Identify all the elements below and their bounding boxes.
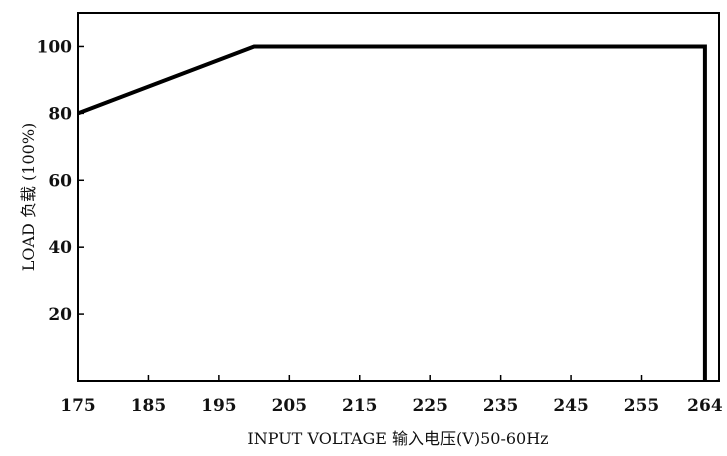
x-tick-label-1: 185 <box>131 396 167 416</box>
y-tick-labels: 20 40 60 80 100 <box>37 37 73 325</box>
y-tick-label-3: 80 <box>48 104 72 124</box>
x-tick-label-9: 264 <box>687 396 723 416</box>
x-tick-label-6: 235 <box>483 396 519 416</box>
x-tick-label-3: 205 <box>272 396 308 416</box>
series-line <box>77 44 707 381</box>
x-tick-label-8: 255 <box>624 396 660 416</box>
x-tick-label-2: 195 <box>201 396 237 416</box>
axis-ticks <box>77 45 706 381</box>
x-tick-labels: 175 185 195 205 215 225 235 245 255 264 <box>60 396 723 416</box>
x-tick-label-7: 245 <box>553 396 589 416</box>
x-tick-label-0: 175 <box>60 396 96 416</box>
y-tick-label-2: 60 <box>48 171 72 191</box>
plot-frame <box>77 12 720 382</box>
y-tick-label-0: 20 <box>48 305 72 325</box>
x-tick-label-4: 215 <box>342 396 378 416</box>
x-axis-label: INPUT VOLTAGE 输入电压(V)50-60Hz <box>247 429 548 448</box>
y-tick-label-1: 40 <box>48 238 72 258</box>
y-tick-label-4: 100 <box>37 37 73 57</box>
y-axis-label: LOAD 负载 (100%) <box>19 123 38 272</box>
x-tick-label-5: 225 <box>412 396 448 416</box>
